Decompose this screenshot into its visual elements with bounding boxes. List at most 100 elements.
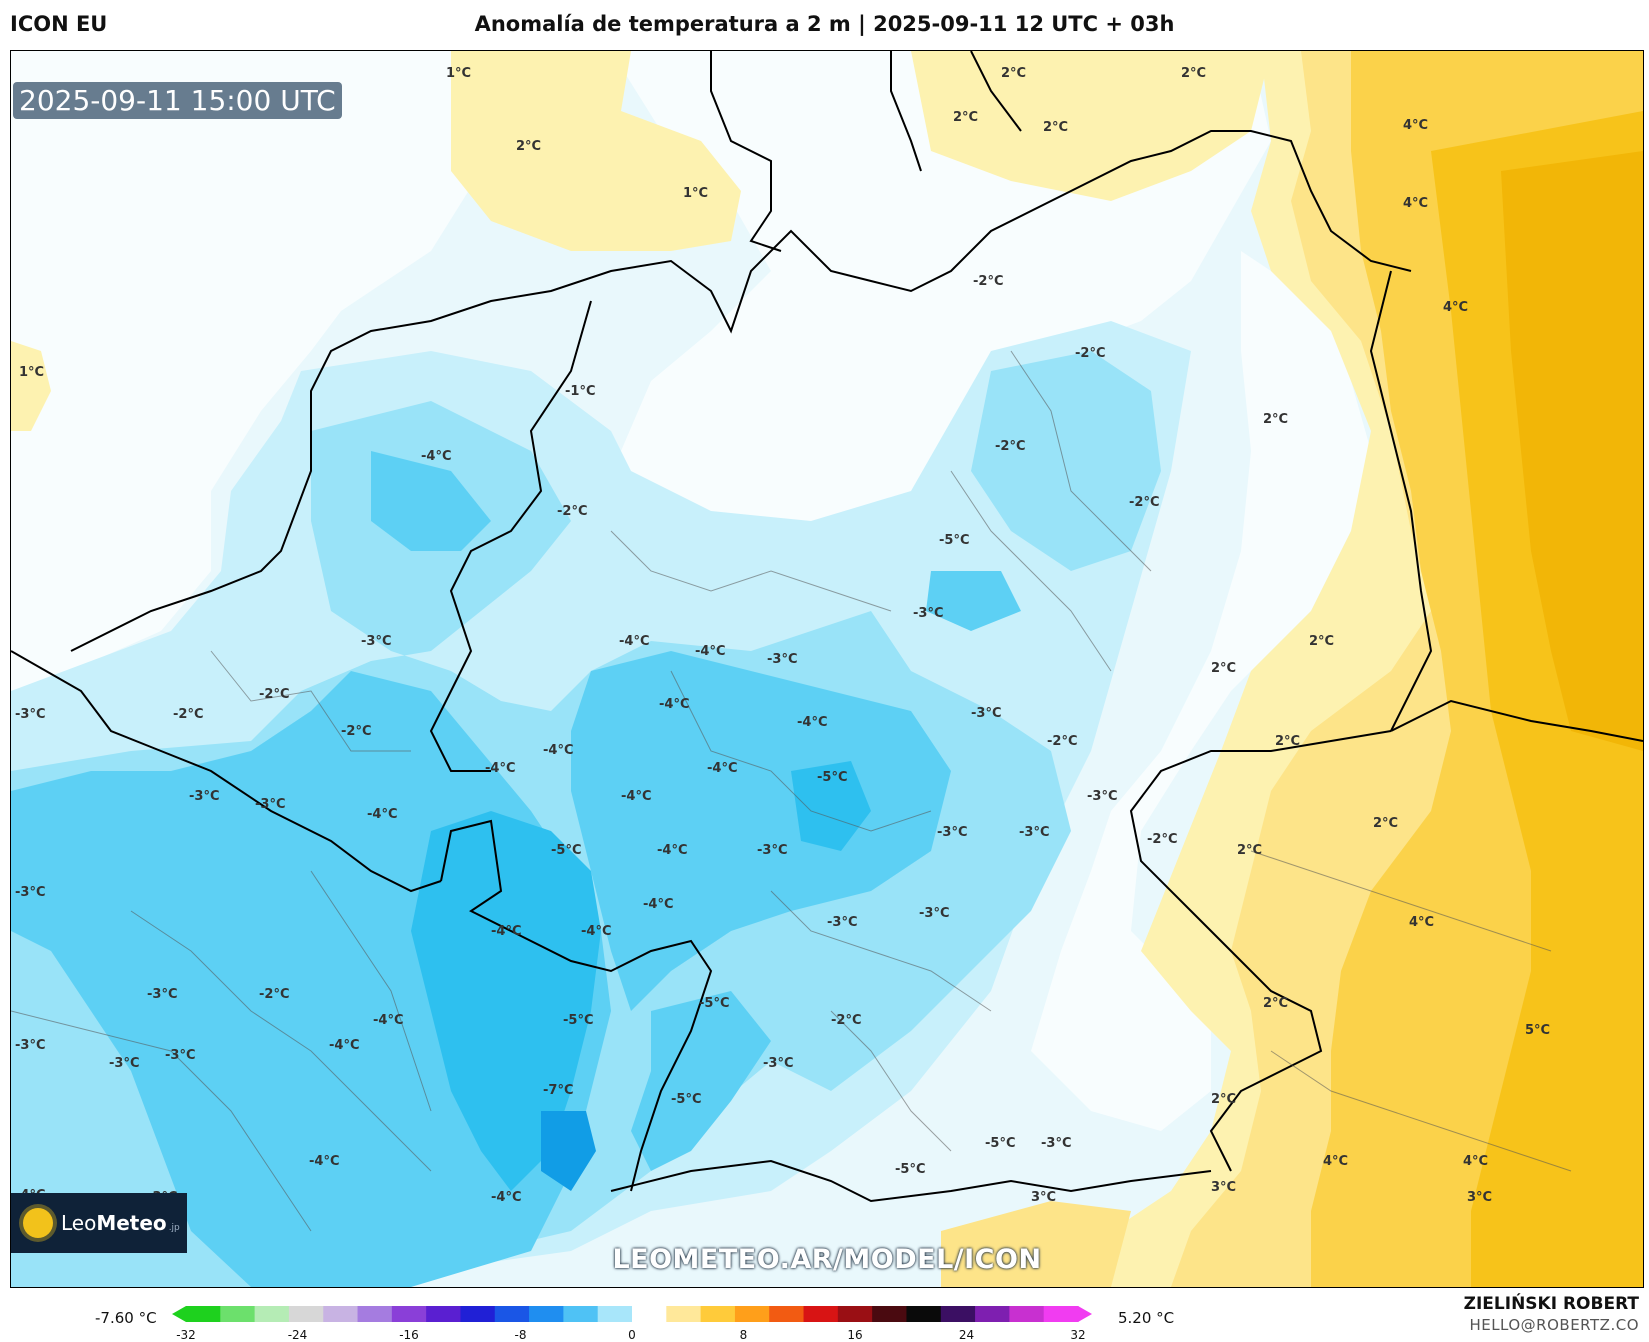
contour-label: -5°C (671, 1092, 701, 1107)
contour-label: 2°C (1263, 412, 1288, 427)
contour-label: 2°C (1043, 120, 1068, 135)
contour-label: -4°C (329, 1038, 359, 1053)
contour-label: -5°C (563, 1013, 593, 1028)
contour-label: 1°C (683, 186, 708, 201)
colorbar-segment (426, 1306, 462, 1322)
contour-label: -2°C (173, 707, 203, 722)
colorbar (172, 1306, 1092, 1322)
colorbar-segment (323, 1306, 359, 1322)
contour-label: -2°C (259, 987, 289, 1002)
warm-region-east-5 (1501, 151, 1643, 751)
colorbar-tick-label: 8 (739, 1328, 748, 1342)
cool-band-5 (541, 1111, 596, 1191)
contour-label: -3°C (147, 987, 177, 1002)
contour-label: -2°C (1147, 832, 1177, 847)
chart-title: Anomalía de temperatura a 2 m | 2025-09-… (474, 12, 1175, 36)
contour-label: 2°C (516, 139, 541, 154)
sun-icon (23, 1208, 53, 1238)
contour-label: -5°C (817, 770, 847, 785)
warm-region-baltic (911, 51, 1271, 201)
cool-band-3c (371, 451, 491, 551)
contour-label: -4°C (659, 697, 689, 712)
border-de-pl (1369, 270, 1433, 732)
contour-label: -3°C (913, 606, 943, 621)
contour-label: 2°C (953, 110, 978, 125)
colorbar-segment (563, 1306, 599, 1322)
colorbar-segment (940, 1306, 976, 1322)
contour-label: -3°C (255, 797, 285, 812)
contour-label: -3°C (1087, 789, 1117, 804)
neutral-zone-west (11, 51, 481, 691)
contour-label: 3°C (1467, 1190, 1492, 1205)
border-nl-de (429, 300, 592, 772)
contour-label: -3°C (109, 1056, 139, 1071)
contour-label: -3°C (361, 634, 391, 649)
contour-label: -2°C (1047, 734, 1077, 749)
contour-label: 2°C (1211, 1092, 1236, 1107)
colorbar-segment (975, 1306, 1010, 1322)
border-de-cz (1129, 730, 1392, 1172)
contour-label: -4°C (581, 924, 611, 939)
contour-label: 3°C (1211, 1180, 1236, 1195)
colorbar-tick-label: -24 (287, 1328, 308, 1342)
border-be-fr (11, 650, 442, 893)
contour-label: -3°C (189, 789, 219, 804)
watermark: LEOMETEO.AR/MODEL/ICON (612, 1244, 1042, 1275)
colorbar-segment (597, 1306, 633, 1322)
contour-label: 1°C (446, 66, 471, 81)
contour-label: -2°C (557, 504, 587, 519)
contour-label: -5°C (699, 996, 729, 1011)
contour-label: -3°C (919, 906, 949, 921)
colorbar-segment (494, 1306, 530, 1322)
border-alps (610, 1159, 1212, 1203)
contour-label: -2°C (1129, 495, 1159, 510)
colorbar-segment (254, 1306, 290, 1322)
contour-label: -3°C (15, 1038, 45, 1053)
colorbar-segment (632, 1306, 667, 1322)
contour-label: -2°C (995, 439, 1025, 454)
contour-label: -3°C (937, 825, 967, 840)
colorbar-tick-label: -32 (176, 1328, 196, 1342)
contour-label: -3°C (971, 706, 1001, 721)
contour-label: -4°C (309, 1154, 339, 1169)
colorbar-segment (1009, 1306, 1045, 1322)
contour-label: -3°C (763, 1056, 793, 1071)
contour-label: -2°C (973, 274, 1003, 289)
contour-label: -4°C (367, 807, 397, 822)
contour-label: -4°C (373, 1013, 403, 1028)
colorbar-segment (357, 1306, 393, 1322)
contour-label: -4°C (657, 843, 687, 858)
cool-band-4b (791, 761, 871, 851)
border-cz-pl (1390, 699, 1643, 742)
contour-label: -2°C (831, 1013, 861, 1028)
coastline-denmark (710, 51, 1022, 252)
cool-band-3d (926, 571, 1021, 631)
contour-label: 1°C (19, 365, 44, 380)
coastline-north-sea (70, 130, 1412, 652)
contour-label: -4°C (485, 761, 515, 776)
contour-label: 4°C (1443, 300, 1468, 315)
cool-band-2b (971, 351, 1161, 571)
colorbar-ticks: -32 -24 -16 -8 0 8 16 24 32 (0, 1328, 1649, 1342)
contour-label: -4°C (491, 924, 521, 939)
contour-label: -3°C (15, 707, 45, 722)
colorbar-segment (837, 1306, 873, 1322)
colorbar-segment (803, 1306, 839, 1322)
contour-label: 2°C (1275, 734, 1300, 749)
colorbar-segment (220, 1306, 256, 1322)
logo-text: LeoMeteo (61, 1211, 167, 1235)
colorbar-min-arrow (172, 1306, 186, 1322)
contour-label: 5°C (1525, 1023, 1550, 1038)
leometeo-logo: LeoMeteo .jp (11, 1193, 187, 1253)
contour-labels: 1°C 2°C 1°C 2°C 2°C 2°C 2°C 4°C 4°C 4°C … (15, 66, 1550, 1205)
colorbar-tick-label: 32 (1070, 1328, 1086, 1342)
valid-time-badge: 2025-09-11 15:00 UTC (13, 82, 342, 119)
contour-label: 4°C (1409, 915, 1434, 930)
contour-label: -4°C (543, 743, 573, 758)
colorbar-segment (1043, 1306, 1079, 1322)
contour-label: -5°C (551, 843, 581, 858)
contour-label: -2°C (341, 724, 371, 739)
colorbar-segment (769, 1306, 805, 1322)
author-email: HELLO@ROBERTZ.CO (1469, 1316, 1639, 1334)
contour-label: 4°C (1463, 1154, 1488, 1169)
